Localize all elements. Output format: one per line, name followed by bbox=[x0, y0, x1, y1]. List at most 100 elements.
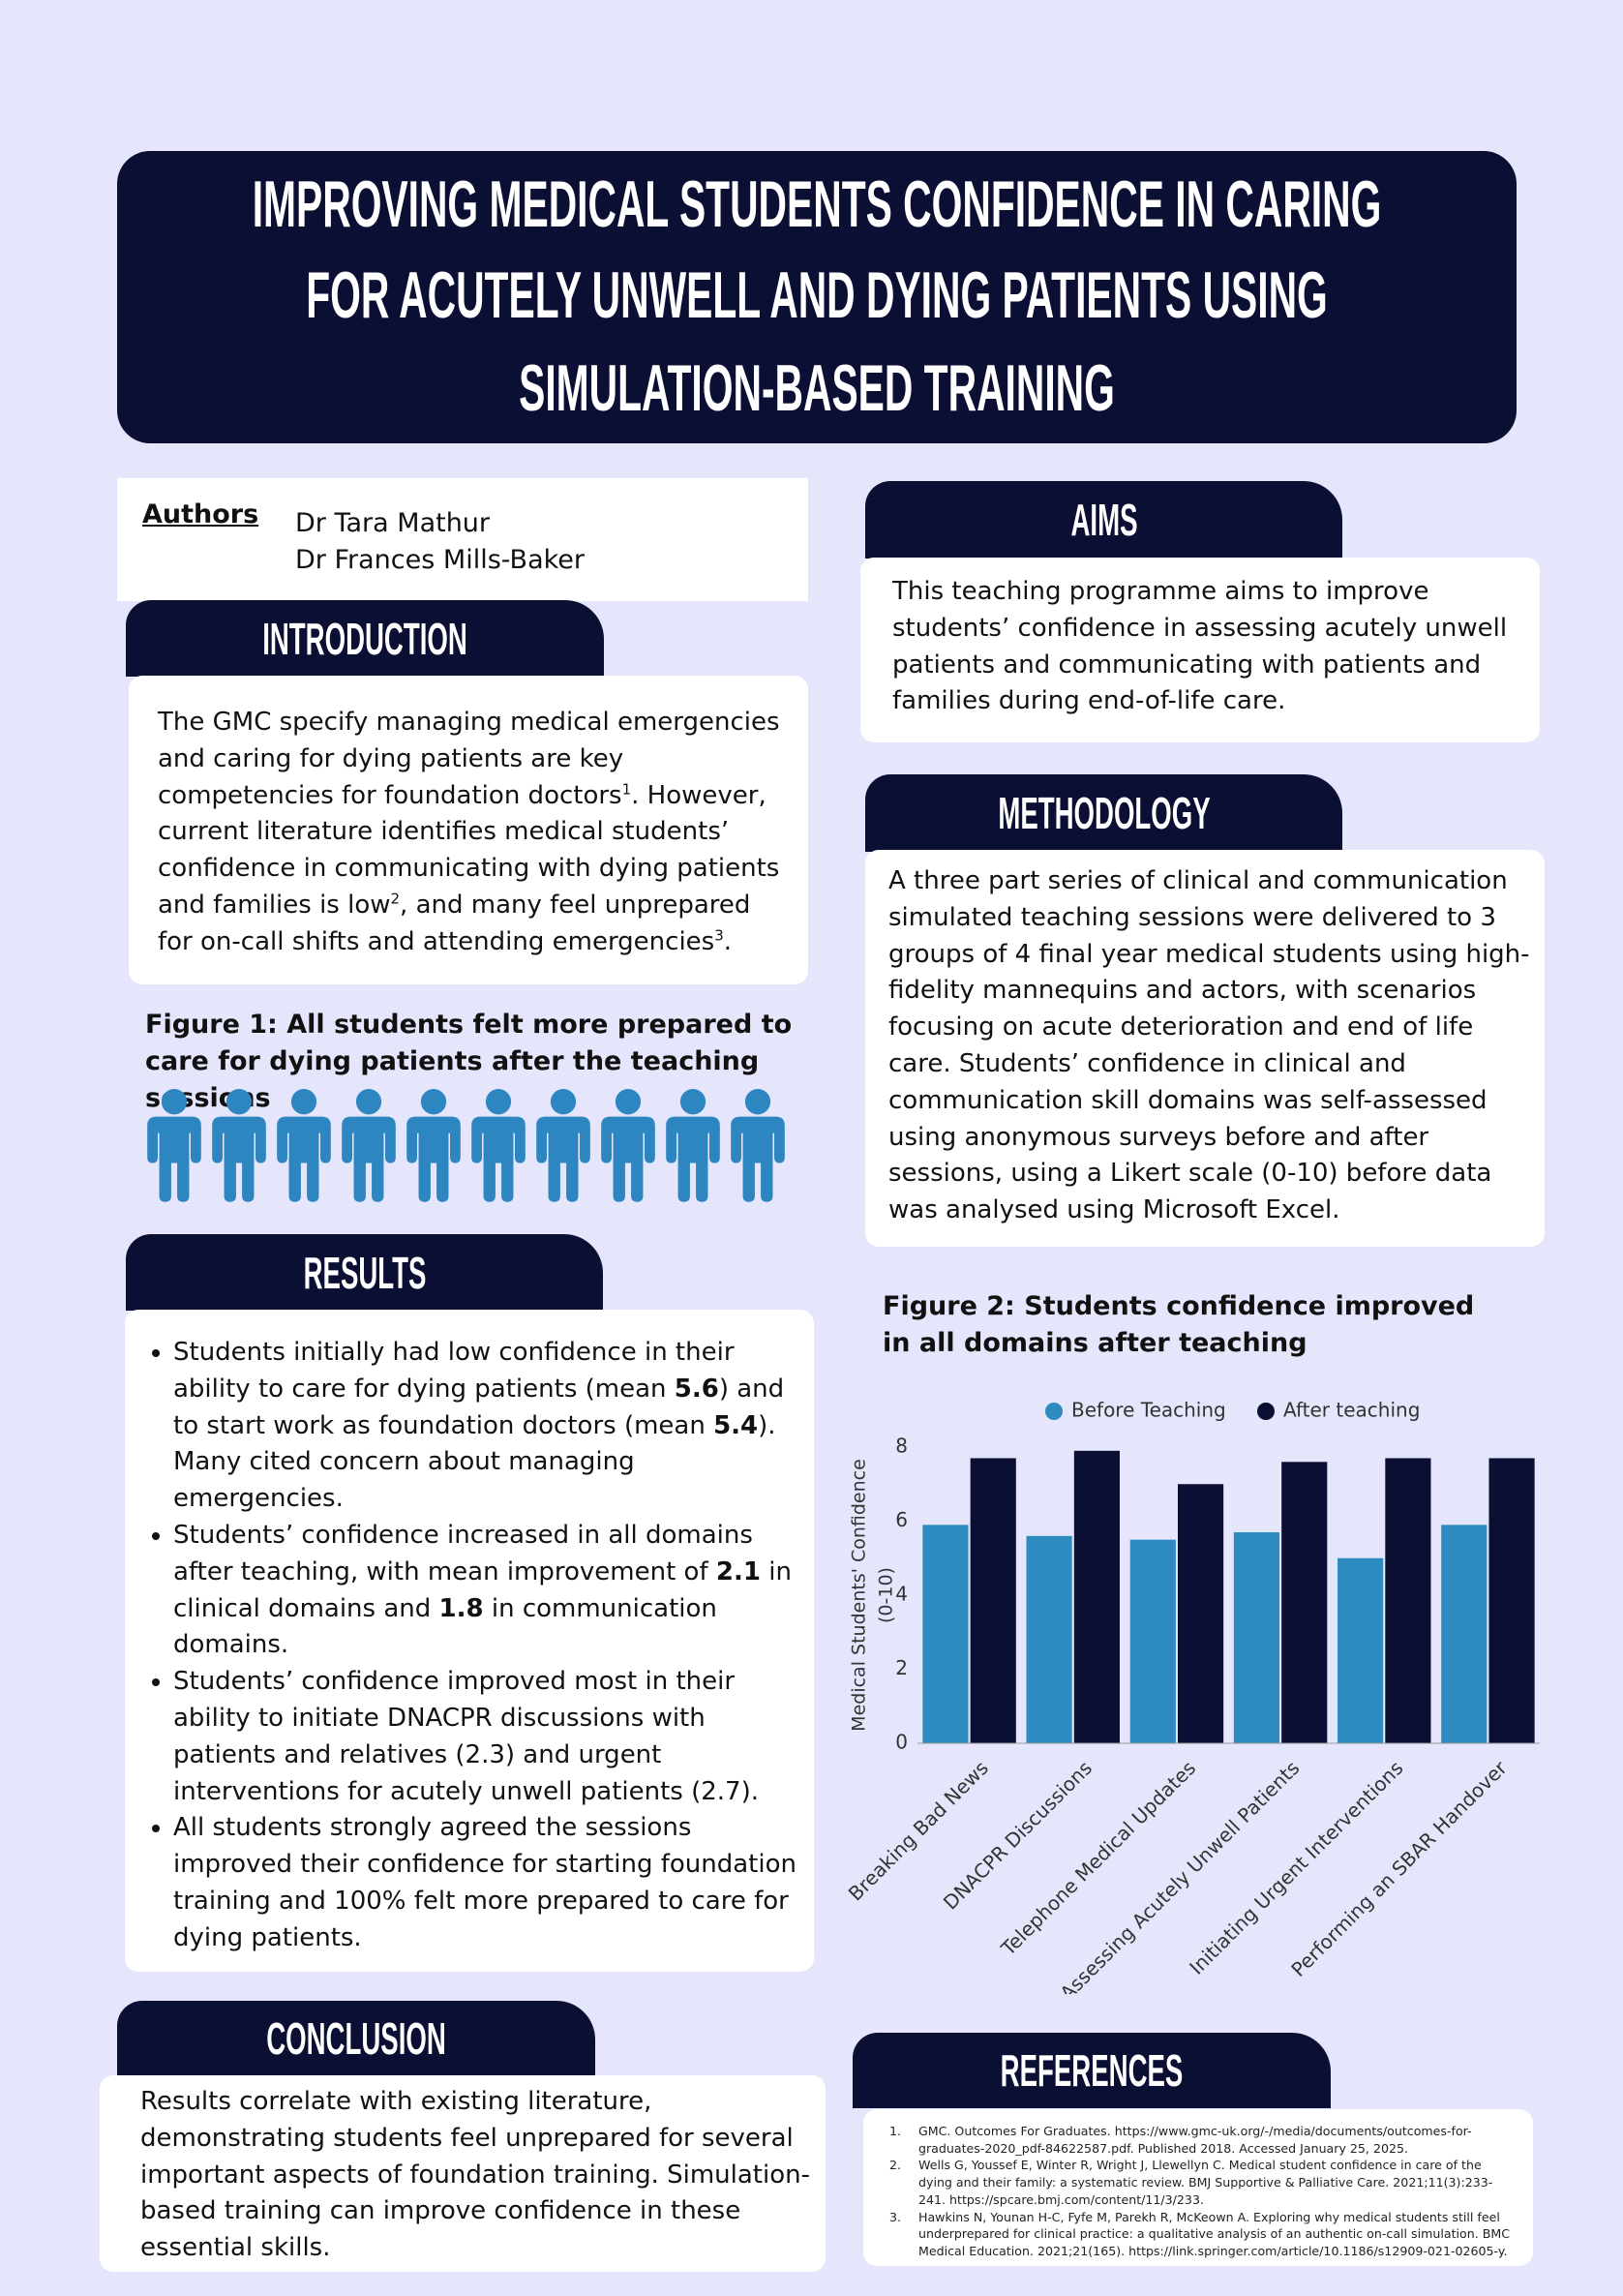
student-icon bbox=[406, 1089, 461, 1202]
text-run: The GMC specify managing medical emergen… bbox=[158, 708, 780, 810]
bar bbox=[970, 1458, 1016, 1743]
legend-label: After teaching bbox=[1283, 1399, 1420, 1422]
methodology-text: A three part series of clinical and comm… bbox=[888, 866, 1530, 1225]
bar bbox=[1385, 1458, 1431, 1743]
methodology-box: A three part series of clinical and comm… bbox=[865, 850, 1545, 1247]
superscript: 1 bbox=[621, 779, 632, 798]
text-run: . However, current literature identifies… bbox=[158, 780, 780, 920]
author-name: Dr Tara Mathur bbox=[295, 508, 491, 538]
reference-text: Wells G, Youssef E, Winter R, Wright J, … bbox=[918, 2158, 1493, 2207]
conclusion-box: Results correlate with existing literatu… bbox=[100, 2075, 826, 2272]
section-tab: RESULTS bbox=[126, 1234, 603, 1311]
student-icon bbox=[277, 1089, 331, 1202]
author-name: Dr Frances Mills-Baker bbox=[295, 545, 586, 575]
superscript: 2 bbox=[390, 890, 401, 908]
reference-number: 3. bbox=[889, 2209, 902, 2224]
title-line: SIMULATION-BASED TRAINING bbox=[519, 351, 1115, 425]
student-icon bbox=[666, 1089, 720, 1202]
x-tick-label: Performing an SBAR Handover bbox=[1286, 1756, 1512, 1981]
student-icon bbox=[212, 1089, 266, 1202]
bar bbox=[1177, 1484, 1224, 1743]
authors-label: Authors bbox=[142, 499, 259, 529]
y-tick-label: 0 bbox=[895, 1731, 908, 1754]
results-box: Students initially had low confidence in… bbox=[125, 1310, 814, 1972]
text-run: ). Many cited concern about managing eme… bbox=[173, 1410, 776, 1514]
y-tick-label: 2 bbox=[895, 1656, 908, 1679]
section-heading: REFERENCES bbox=[1000, 2045, 1184, 2096]
text-run: ) and to start work as foundation doctor… bbox=[173, 1374, 785, 1440]
section-heading: INTRODUCTION bbox=[262, 613, 467, 664]
reference: 2. Wells G, Youssef E, Winter R, Wright J… bbox=[889, 2157, 1510, 2208]
result-bullet: Students’ confidence increased in all do… bbox=[173, 1518, 800, 1664]
section-heading: RESULTS bbox=[303, 1247, 426, 1298]
result-bullet: All students strongly agreed the session… bbox=[173, 1810, 800, 1956]
text-run: . bbox=[723, 926, 733, 956]
authors-names: Dr Tara Mathur Dr Frances Mills-Baker bbox=[295, 505, 585, 579]
conclusion-text: Results correlate with existing literatu… bbox=[140, 2087, 810, 2263]
bold-text: 1.8 bbox=[438, 1593, 484, 1623]
section-heading: METHODOLOGY bbox=[997, 788, 1211, 838]
title-line: IMPROVING MEDICAL STUDENTS CONFIDENCE IN… bbox=[252, 167, 1382, 241]
bar bbox=[1026, 1535, 1072, 1743]
reference-number: 1. bbox=[889, 2124, 902, 2138]
text-run: in communication domains. bbox=[173, 1593, 717, 1660]
y-tick-label: 8 bbox=[895, 1435, 908, 1458]
x-tick-label: Telephone Medical Updates bbox=[996, 1756, 1200, 1960]
text-run: Students’ confidence increased in all do… bbox=[173, 1520, 753, 1586]
references-box: 1. GMC. Outcomes For Graduates. https://w… bbox=[863, 2109, 1533, 2266]
bar bbox=[1129, 1539, 1176, 1743]
student-icons bbox=[147, 1089, 785, 1202]
reference-text: GMC. Outcomes For Graduates. https://www… bbox=[918, 2124, 1472, 2156]
y-axis-label: Medical Students' Confidence bbox=[849, 1459, 870, 1732]
superscript: 3 bbox=[714, 926, 724, 945]
chart-title: Figure 2: Students confidence improved i… bbox=[883, 1291, 1475, 1358]
figure-caption: Figure 1: All students felt more prepare… bbox=[145, 1010, 793, 1113]
reference-text: Hawkins N, Younan H-C, Fyfe M, Parekh R,… bbox=[918, 2209, 1511, 2258]
x-tick-label: Initiating Urgent Interventions bbox=[1185, 1756, 1407, 1979]
y-axis-label: (0-10) bbox=[876, 1567, 897, 1623]
student-icon bbox=[471, 1089, 526, 1202]
section-tab: CONCLUSION bbox=[117, 2001, 595, 2076]
student-icon bbox=[731, 1089, 785, 1202]
title-banner: IMPROVING MEDICAL STUDENTS CONFIDENCE IN… bbox=[117, 151, 1517, 443]
bar bbox=[1488, 1458, 1535, 1743]
text-run: , and many feel unprepared for on-call s… bbox=[158, 890, 751, 956]
result-bullet: Students’ confidence improved most in th… bbox=[173, 1664, 800, 1810]
reference: 3. Hawkins N, Younan H-C, Fyfe M, Parekh … bbox=[889, 2209, 1510, 2260]
aims-text: This teaching programme aims to improve … bbox=[892, 577, 1508, 716]
student-icon bbox=[342, 1089, 396, 1202]
section-tab: INTRODUCTION bbox=[126, 600, 604, 677]
text-run: in clinical domains and bbox=[173, 1556, 792, 1623]
bar bbox=[922, 1525, 969, 1743]
text-run: Students’ confidence improved most in th… bbox=[173, 1667, 760, 1806]
y-tick-label: 6 bbox=[895, 1508, 908, 1531]
legend-marker bbox=[1045, 1403, 1063, 1420]
y-tick-label: 4 bbox=[895, 1583, 908, 1606]
section-heading: AIMS bbox=[1070, 495, 1137, 545]
legend-marker bbox=[1257, 1403, 1275, 1420]
student-icon bbox=[601, 1089, 655, 1202]
text-run: All students strongly agreed the session… bbox=[173, 1813, 796, 1952]
title-line: FOR ACUTELY UNWELL AND DYING PATIENTS US… bbox=[306, 258, 1328, 332]
section-tab: METHODOLOGY bbox=[865, 774, 1342, 852]
result-bullet: Students initially had low confidence in… bbox=[173, 1335, 800, 1518]
bar bbox=[1281, 1462, 1328, 1743]
introduction-text: The GMC specify managing medical emergen… bbox=[158, 705, 789, 961]
section-heading: CONCLUSION bbox=[266, 2013, 446, 2064]
text-run: Students initially had low confidence in… bbox=[173, 1338, 735, 1404]
references-list: 1. GMC. Outcomes For Graduates. https://w… bbox=[889, 2123, 1510, 2260]
student-icon bbox=[536, 1089, 590, 1202]
chart: 0 2 4 6 8 Medical Students' Confidence (0-10) B… bbox=[844, 1399, 1540, 1994]
student-icon bbox=[147, 1089, 201, 1202]
bold-text: 5.6 bbox=[674, 1374, 719, 1404]
section-tab: AIMS bbox=[865, 481, 1342, 559]
bar bbox=[1233, 1531, 1280, 1743]
introduction-box: The GMC specify managing medical emergen… bbox=[129, 676, 808, 984]
bar bbox=[1441, 1525, 1488, 1743]
reference: 1. GMC. Outcomes For Graduates. https://w… bbox=[889, 2123, 1510, 2157]
bold-text: 5.4 bbox=[713, 1410, 759, 1440]
results-list: Students initially had low confidence in… bbox=[125, 1335, 800, 1957]
bar bbox=[1337, 1557, 1384, 1743]
